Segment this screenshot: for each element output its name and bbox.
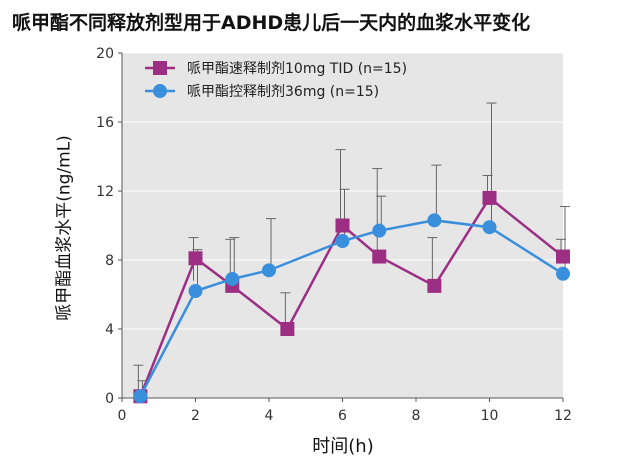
x-tick-label: 6 — [338, 408, 347, 424]
data-point-square — [482, 190, 497, 205]
data-point-circle — [133, 389, 148, 404]
data-point-circle — [188, 284, 203, 299]
y-tick-label: 0 — [105, 391, 114, 407]
chart-title: 哌甲酯不同释放剂型用于ADHD患儿后一天内的血浆水平变化 — [12, 12, 531, 34]
x-tick-label: 0 — [118, 408, 127, 424]
data-point-circle — [225, 271, 240, 286]
x-tick-label: 10 — [481, 408, 499, 424]
legend-marker-square — [153, 61, 167, 75]
data-point-circle — [427, 213, 442, 228]
data-point-square — [427, 278, 442, 293]
legend-label: 哌甲酯控释制剂36mg (n=15) — [187, 83, 379, 100]
data-point-circle — [372, 223, 387, 238]
data-point-circle — [556, 266, 570, 281]
data-point-square — [280, 322, 295, 336]
y-tick-label: 16 — [96, 115, 114, 131]
legend-label: 哌甲酯速释制剂10mg TID (n=15) — [187, 60, 407, 77]
x-tick-label: 4 — [265, 408, 274, 424]
data-point-circle — [262, 263, 276, 278]
data-point-square — [335, 218, 350, 233]
x-tick-label: 2 — [191, 408, 200, 424]
x-axis-label: 时间(h) — [312, 436, 374, 457]
y-tick-label: 8 — [105, 253, 114, 269]
x-tick-label: 8 — [412, 408, 421, 424]
legend-marker-circle — [153, 84, 167, 98]
data-point-square — [188, 251, 203, 266]
x-tick-label: 12 — [554, 408, 572, 424]
y-tick-label: 20 — [96, 46, 114, 62]
data-point-circle — [335, 234, 350, 249]
data-point-square — [556, 249, 570, 264]
y-tick-label: 4 — [105, 322, 114, 338]
data-point-circle — [482, 220, 497, 235]
data-point-square — [372, 249, 387, 264]
y-tick-label: 12 — [96, 184, 114, 200]
